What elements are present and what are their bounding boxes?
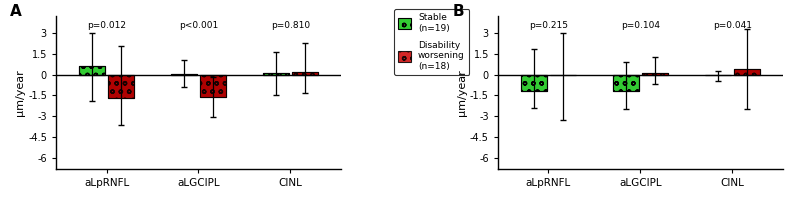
Text: B: B — [452, 4, 464, 19]
Text: p=0.104: p=0.104 — [621, 21, 660, 30]
Bar — [263, 73, 288, 75]
Bar — [734, 69, 760, 75]
Bar — [734, 69, 760, 75]
Bar — [613, 75, 638, 91]
Bar — [642, 73, 668, 75]
Bar — [642, 73, 668, 75]
Bar — [201, 75, 226, 97]
Text: p=0.012: p=0.012 — [87, 21, 126, 30]
Y-axis label: μm/year: μm/year — [457, 69, 467, 116]
Y-axis label: μm/year: μm/year — [15, 69, 26, 116]
Bar — [79, 66, 105, 75]
Bar — [292, 72, 318, 75]
Bar — [292, 72, 318, 75]
Bar — [521, 75, 547, 91]
Bar — [109, 75, 134, 98]
Bar — [109, 75, 134, 98]
Bar — [201, 75, 226, 97]
Bar — [171, 74, 197, 75]
Legend: Stable
(n=19), Disability
worsening
(n=18): Stable (n=19), Disability worsening (n=1… — [394, 9, 469, 75]
Bar — [521, 75, 547, 91]
Bar — [263, 73, 288, 75]
Bar — [171, 74, 197, 75]
Text: p<0.001: p<0.001 — [179, 21, 218, 30]
Text: p=0.041: p=0.041 — [713, 21, 752, 30]
Bar — [79, 66, 105, 75]
Bar — [613, 75, 638, 91]
Text: p=0.810: p=0.810 — [271, 21, 310, 30]
Text: p=0.215: p=0.215 — [529, 21, 568, 30]
Text: A: A — [10, 4, 22, 19]
